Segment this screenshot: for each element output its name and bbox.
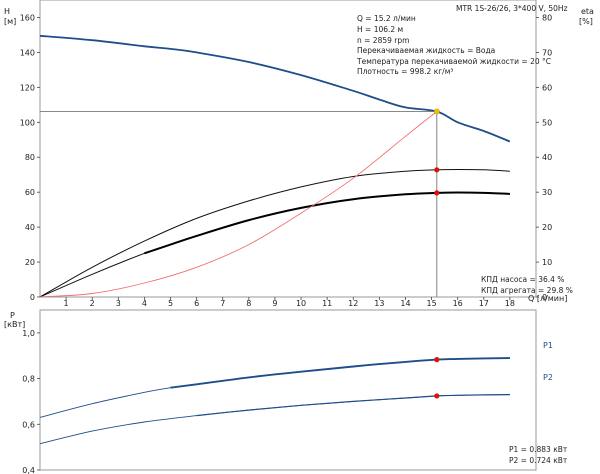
x-tick-label: 4 <box>142 299 147 308</box>
head-tick-label: 0 <box>30 293 35 302</box>
head-tick-label: 80 <box>25 153 35 162</box>
head-axis-label: H <box>4 7 10 16</box>
x-tick-label: 10 <box>296 299 306 308</box>
head-plot-frame <box>39 0 537 298</box>
x-tick-label: 17 <box>479 299 489 308</box>
duty-marker <box>434 190 440 196</box>
power-tick-label: 0,8 <box>22 375 35 384</box>
eta-tick-label: 40 <box>542 153 552 162</box>
power-axis-unit: [кВт] <box>4 320 25 329</box>
p2-series-label: P2 <box>543 373 553 382</box>
x-tick-label: 13 <box>374 299 384 308</box>
eta-tick-label: 20 <box>542 223 552 232</box>
curve-unit_eff-operating <box>144 191 510 255</box>
x-tick-label: 16 <box>453 299 463 308</box>
info-flow: Q = 15.2 л/мин <box>357 14 416 23</box>
head-axis-unit: [м] <box>4 17 16 26</box>
x-tick-label: 11 <box>322 299 332 308</box>
info-head: H = 106.2 м <box>357 25 403 34</box>
p2-readout: P2 = 0.724 кВт <box>509 456 568 465</box>
eta-tick-label: 70 <box>542 48 552 57</box>
info-density: Плотность = 998.2 кг/м³ <box>357 67 453 76</box>
eta-tick-label: 50 <box>542 118 552 127</box>
head-tick-label: 40 <box>25 223 35 232</box>
eta-axis-unit: [%] <box>579 17 593 26</box>
x-tick-label: 1 <box>64 299 69 308</box>
power-axis-ticks: 0,4 0,6 0,8 1,0 <box>22 329 40 474</box>
head-tick-label: 140 <box>20 48 35 57</box>
curve-p2-operating <box>196 394 510 417</box>
flow-axis-label: Q [л/мин] <box>528 294 567 303</box>
head-efficiency-curves <box>39 34 511 298</box>
duty-marker <box>433 108 440 115</box>
x-tick-label: 14 <box>400 299 410 308</box>
x-tick-label: 7 <box>220 299 225 308</box>
info-temperature: Температура перекачиваемой жидкости = 20… <box>356 57 551 66</box>
curve-p1-operating <box>170 357 510 389</box>
info-liquid: Перекачиваемая жидкость = Вода <box>357 46 495 55</box>
x-tick-label: 15 <box>426 299 436 308</box>
eta-tick-label: 80 <box>542 13 552 22</box>
eta-tick-label: 30 <box>542 188 552 197</box>
x-tick-label: 12 <box>348 299 358 308</box>
x-tick-label: 6 <box>194 299 199 308</box>
x-tick-label: 8 <box>246 299 251 308</box>
power-tick-label: 0,6 <box>22 420 35 429</box>
power-panel: 0,4 0,6 0,8 1,0 P [кВт] P1 P2 P1 = 0.883 кВ… <box>4 309 568 474</box>
head-tick-label: 120 <box>20 83 35 92</box>
chart-title: MTR 1S-26/26, 3*400 V, 50Hz <box>456 4 568 13</box>
duty-marker <box>434 167 440 173</box>
x-tick-label: 3 <box>116 299 121 308</box>
head-efficiency-panel: 1 2 3 4 5 6 7 8 9 10 11 12 13 14 15 16 17 180204060801001… <box>4 0 594 308</box>
eta-tick-label: 60 <box>542 83 552 92</box>
pump-efficiency-text: КПД насоса = 36.4 % <box>481 275 564 284</box>
power-tick-label: 1,0 <box>22 329 35 338</box>
eta-tick-label: 10 <box>542 258 552 267</box>
info-speed: n = 2859 rpm <box>357 36 409 45</box>
eta-tick-label: 0 <box>542 293 547 302</box>
head-tick-label: 100 <box>20 118 35 127</box>
curve-H <box>39 34 511 143</box>
head-tick-label: 60 <box>25 188 35 197</box>
x-tick-label: 18 <box>505 299 515 308</box>
power-tick-label: 0,4 <box>22 466 35 474</box>
x-tick-label: 5 <box>168 299 173 308</box>
x-tick-label: 2 <box>90 299 95 308</box>
power-plot-frame <box>39 309 537 471</box>
curve-system <box>39 111 438 298</box>
curve-pump_eff <box>39 169 510 298</box>
p1-readout: P1 = 0.883 кВт <box>509 445 568 454</box>
power-markers <box>434 357 440 399</box>
duty-point-markers <box>433 108 440 196</box>
power-axis-label: P <box>10 311 15 320</box>
head-tick-label: 20 <box>25 258 35 267</box>
power-marker <box>434 357 440 363</box>
eta-axis-label: eta <box>581 7 594 16</box>
x-tick-label: 9 <box>272 299 277 308</box>
head-tick-label: 160 <box>20 13 35 22</box>
unit-efficiency-text: КПД агрегата = 29.8 % <box>481 286 573 295</box>
head-axis-ticks: 1 2 3 4 5 6 7 8 9 10 11 12 13 14 15 16 17 180204060801001… <box>20 13 552 308</box>
p1-series-label: P1 <box>543 341 553 350</box>
power-marker <box>434 393 440 399</box>
